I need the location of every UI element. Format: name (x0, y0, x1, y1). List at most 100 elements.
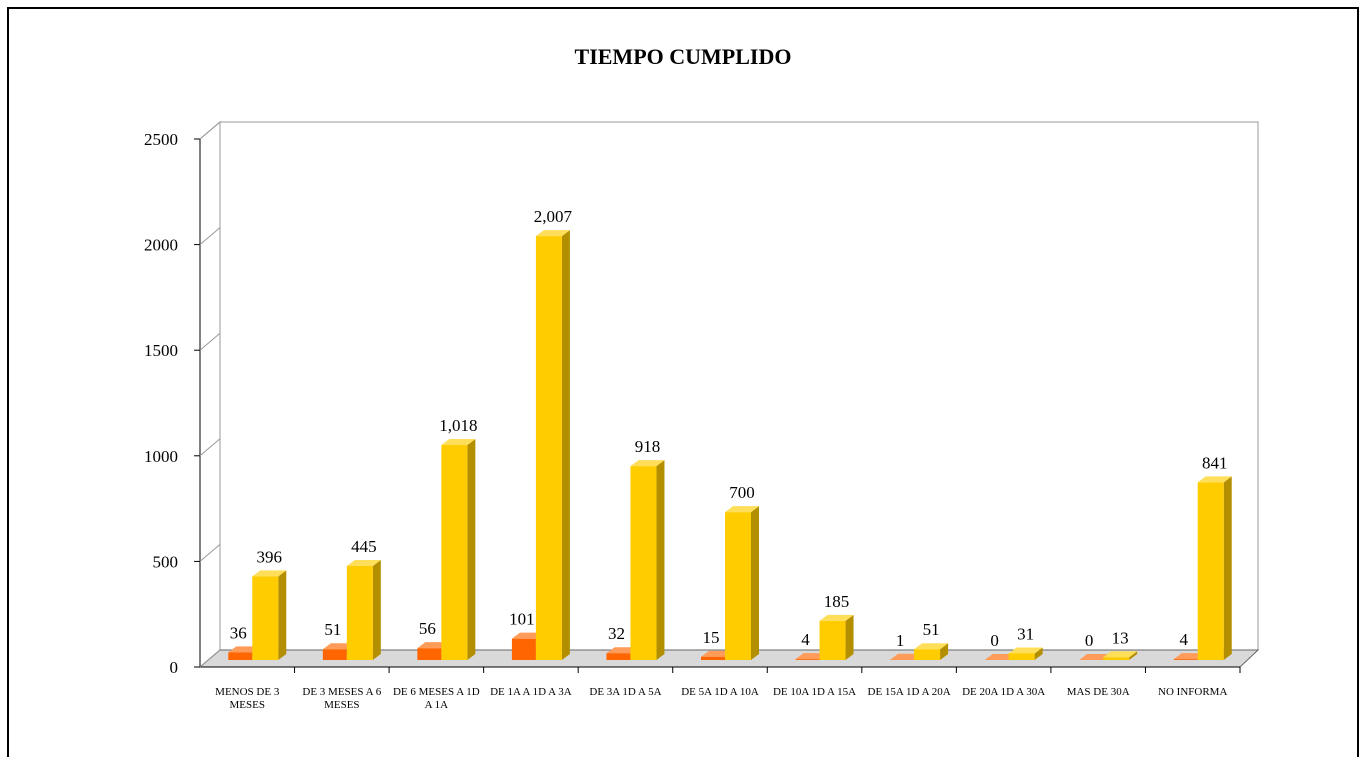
bar (1197, 476, 1232, 660)
x-tick-label: DE 3A 1D A 5A (589, 686, 662, 698)
bar-front (914, 649, 941, 660)
bar-front (322, 649, 347, 660)
bar-front (630, 466, 657, 660)
x-tick-label: DE 15A 1D A 20A (867, 686, 951, 698)
bar-front (1173, 659, 1198, 660)
bar (914, 643, 949, 660)
bar-top (441, 438, 476, 445)
data-label: 31 (1017, 624, 1034, 643)
bar-top (630, 460, 665, 467)
bar-front (819, 620, 846, 660)
bar-front (417, 648, 442, 660)
data-label: 1,018 (439, 416, 477, 435)
bar (630, 460, 665, 660)
data-label: 2,007 (534, 207, 573, 226)
data-label: 0 (1085, 631, 1094, 650)
bar-side (940, 643, 949, 660)
bar-front (511, 638, 536, 660)
bar-side (751, 506, 759, 660)
y-tick-depth (199, 332, 221, 351)
bar-side (561, 230, 570, 661)
data-label: 51 (324, 620, 341, 639)
y-tick-label: 1000 (144, 447, 178, 466)
bar-side (656, 460, 665, 660)
frame (7, 7, 1359, 757)
x-tick-label: MENOS DE 3 MESES (215, 686, 280, 711)
y-tick-label: 500 (153, 552, 179, 571)
x-tick-label: DE 1A A 1D A 3A (490, 686, 572, 698)
data-label: 51 (923, 620, 940, 639)
bar-top (1197, 476, 1232, 483)
bar-top (346, 560, 381, 567)
y-tick-depth (199, 544, 221, 562)
y-tick-label: 2000 (144, 236, 178, 255)
bar-front (701, 656, 725, 660)
y-tick-depth (199, 438, 221, 457)
bar-top (725, 506, 759, 513)
y-tick-depth (199, 649, 221, 668)
bar-top (819, 614, 854, 621)
data-label: 13 (1112, 628, 1129, 647)
bar-side (372, 560, 381, 660)
bar-front (228, 652, 253, 660)
bar (725, 506, 759, 660)
bar-front (795, 659, 820, 660)
bar-front (725, 512, 751, 660)
bar-side (1223, 476, 1232, 660)
bar-side (278, 570, 287, 660)
bar (1103, 651, 1138, 660)
bar-front (1197, 482, 1224, 660)
bar (819, 614, 854, 660)
bar-top (914, 643, 949, 650)
bar-top (252, 570, 287, 577)
side-wall (199, 120, 221, 669)
data-label: 36 (230, 623, 247, 642)
bar-front (606, 653, 631, 660)
data-label: 841 (1202, 453, 1228, 472)
bar-top (1103, 651, 1138, 658)
bar (346, 560, 381, 660)
bar-front (1008, 653, 1035, 660)
data-label: 4 (801, 630, 810, 649)
data-label: 185 (824, 592, 850, 611)
bar (252, 570, 287, 660)
x-tick-label: DE 20A 1D A 30A (962, 686, 1046, 698)
chart-title: TIEMPO CUMPLIDO (575, 44, 792, 69)
y-tick-depth (199, 227, 221, 245)
y-tick-label: 2500 (144, 130, 178, 149)
bar-side (1034, 647, 1043, 660)
y-tick-depth (199, 121, 221, 140)
bar-side (1129, 651, 1138, 660)
x-tick-label: DE 5A 1D A 10A (681, 686, 759, 698)
x-tick-label: NO INFORMA (1158, 686, 1228, 698)
y-tick-label: 0 (170, 658, 179, 677)
bar-side (467, 438, 476, 660)
bar-top (535, 230, 570, 237)
bar-front (441, 444, 468, 660)
bar (535, 230, 570, 661)
data-label: 0 (990, 631, 999, 650)
data-label: 56 (419, 619, 436, 638)
x-tick-label: MAS DE 30A (1066, 686, 1130, 698)
data-label: 4 (1179, 630, 1188, 649)
bar-front (1103, 657, 1130, 660)
bar-side (845, 614, 854, 660)
x-tick-label: DE 6 MESES A 1D A 1A (392, 686, 480, 711)
bar-front (252, 576, 279, 660)
data-label: 396 (257, 547, 283, 566)
bar (1008, 647, 1043, 660)
data-label: 15 (703, 628, 720, 647)
bar-front (535, 236, 562, 661)
data-label: 32 (608, 624, 625, 643)
data-label: 445 (351, 537, 377, 556)
data-label: 1 (896, 631, 905, 650)
data-label: 700 (729, 483, 755, 502)
data-label: 101 (509, 610, 535, 629)
x-tick-label: DE 3 MESES A 6 MESES (302, 686, 382, 711)
data-label: 918 (635, 437, 661, 456)
bar (441, 438, 476, 660)
x-tick-label: DE 10A 1D A 15A (772, 686, 857, 698)
y-tick-label: 1500 (144, 341, 178, 360)
